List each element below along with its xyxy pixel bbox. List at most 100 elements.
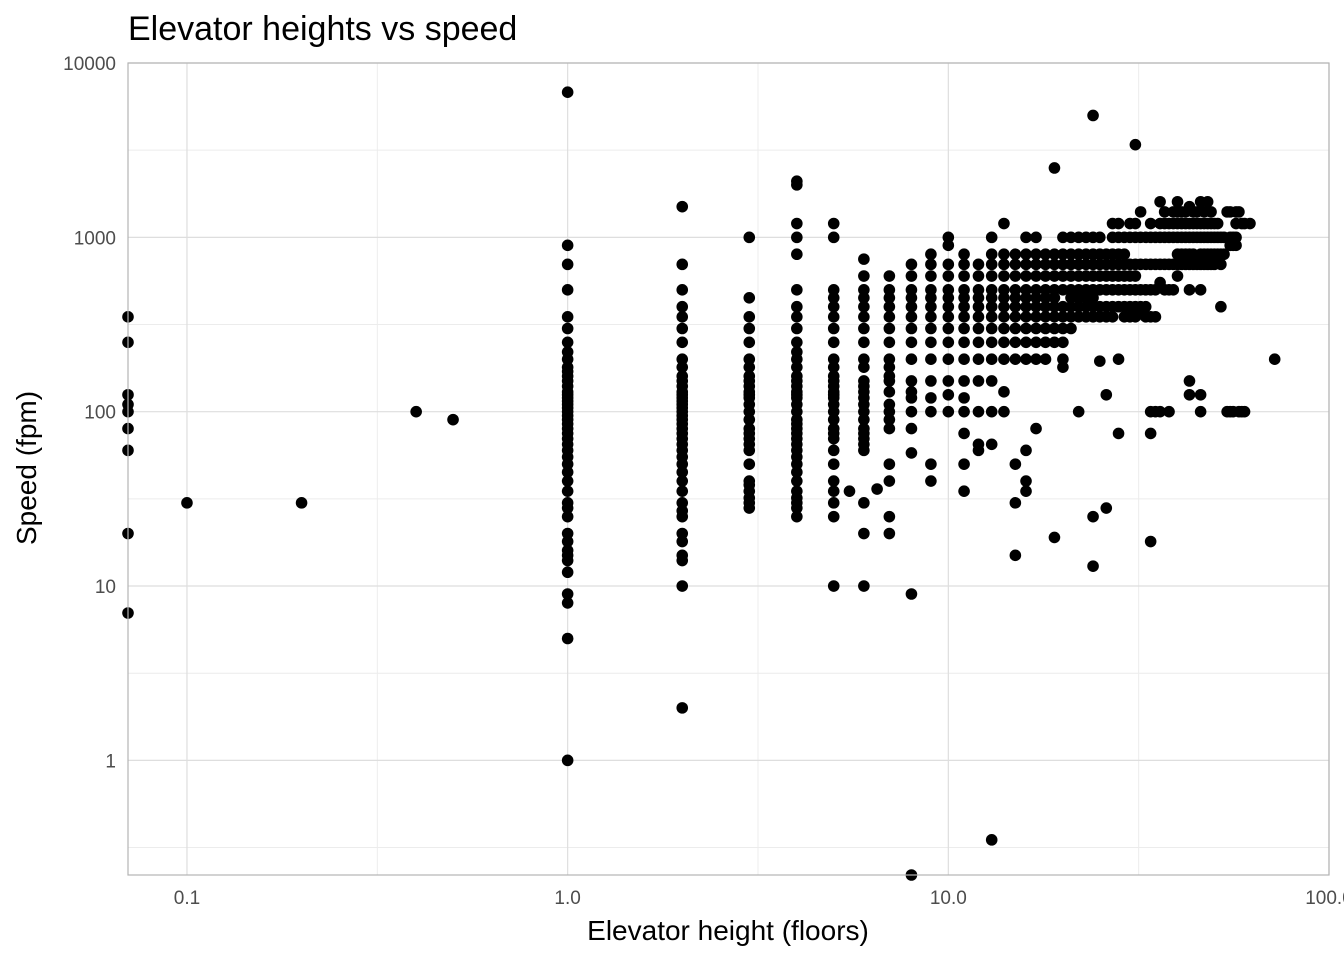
data-point [1020, 444, 1032, 457]
data-point [1030, 291, 1042, 304]
data-point [1183, 388, 1196, 401]
data-point [1112, 353, 1125, 365]
data-point [743, 502, 756, 514]
data-point [827, 485, 840, 497]
data-point [858, 253, 870, 265]
data-point [905, 375, 918, 387]
data-point [958, 458, 970, 470]
data-point [1039, 284, 1052, 296]
data-point [561, 336, 574, 349]
x-tick-label: 1.0 [554, 888, 580, 909]
data-point [958, 375, 970, 387]
data-point [827, 336, 840, 349]
data-point [1048, 531, 1061, 544]
data-point [1215, 258, 1227, 271]
data-point [1144, 217, 1157, 230]
x-tick-label: 0.1 [174, 888, 200, 909]
data-point [1009, 549, 1022, 562]
data-point [1100, 502, 1113, 514]
data-point [985, 258, 998, 271]
data-point [561, 566, 574, 579]
data-point [1106, 311, 1119, 323]
data-point [791, 361, 803, 373]
data-point [827, 413, 840, 426]
data-point [925, 336, 937, 349]
data-point [925, 405, 937, 418]
data-point [561, 284, 574, 296]
data-point [972, 405, 985, 418]
data-point [827, 311, 840, 323]
data-point [561, 239, 574, 252]
data-point [743, 444, 756, 457]
data-point [1030, 300, 1042, 313]
data-point [1039, 336, 1052, 349]
data-point [998, 291, 1010, 304]
data-point [958, 300, 970, 313]
data-point [985, 353, 998, 365]
data-point [925, 258, 937, 271]
data-point [858, 527, 870, 540]
data-point [827, 361, 840, 373]
data-point [791, 231, 803, 244]
data-point [561, 510, 574, 523]
data-point [958, 291, 970, 304]
data-point [743, 413, 756, 426]
data-point [1030, 422, 1042, 435]
data-point [985, 231, 998, 244]
minor-gridlines [128, 63, 1329, 875]
data-point [1009, 248, 1022, 261]
data-point [883, 458, 896, 470]
data-point [676, 485, 689, 497]
data-points [122, 86, 1281, 881]
data-point [883, 422, 896, 435]
data-point [1087, 510, 1099, 523]
data-point [1154, 195, 1166, 208]
data-point [972, 258, 985, 271]
data-point [998, 300, 1010, 313]
data-point [1039, 353, 1052, 365]
data-point [958, 353, 970, 365]
data-point [827, 353, 840, 365]
data-point [1087, 560, 1099, 572]
data-point [985, 284, 998, 296]
data-point [1087, 291, 1099, 304]
data-point [1048, 162, 1061, 174]
data-point [1039, 248, 1052, 261]
data-point [1009, 322, 1022, 335]
data-point [791, 475, 803, 487]
data-point [1134, 206, 1147, 218]
data-point [827, 510, 840, 523]
data-point [676, 535, 689, 548]
data-point [883, 375, 896, 387]
y-tick-labels: 1 10 100 1000 10000 [63, 54, 116, 772]
data-point [743, 231, 756, 244]
data-point [1112, 427, 1125, 440]
data-point [925, 392, 937, 404]
x-tick-label: 100.0 [1305, 888, 1344, 909]
data-point [1020, 475, 1032, 487]
data-point [925, 284, 937, 296]
data-point [1057, 284, 1069, 296]
data-point [1009, 284, 1022, 296]
data-point [1030, 270, 1042, 282]
x-tick-label: 10.0 [930, 888, 967, 909]
data-point [1030, 231, 1042, 244]
data-point [1057, 353, 1069, 365]
data-point [827, 300, 840, 313]
data-point [676, 580, 689, 592]
data-point [410, 405, 422, 418]
data-point [827, 405, 840, 418]
data-point [676, 510, 689, 523]
data-point [925, 375, 937, 387]
data-point [1201, 195, 1214, 208]
data-point [1048, 258, 1061, 271]
data-point [905, 422, 918, 435]
data-point [676, 336, 689, 349]
data-point [676, 702, 689, 714]
data-point [676, 554, 689, 567]
data-point [1009, 353, 1022, 365]
data-point [905, 300, 918, 313]
data-point [1020, 258, 1032, 271]
data-point [998, 405, 1010, 418]
